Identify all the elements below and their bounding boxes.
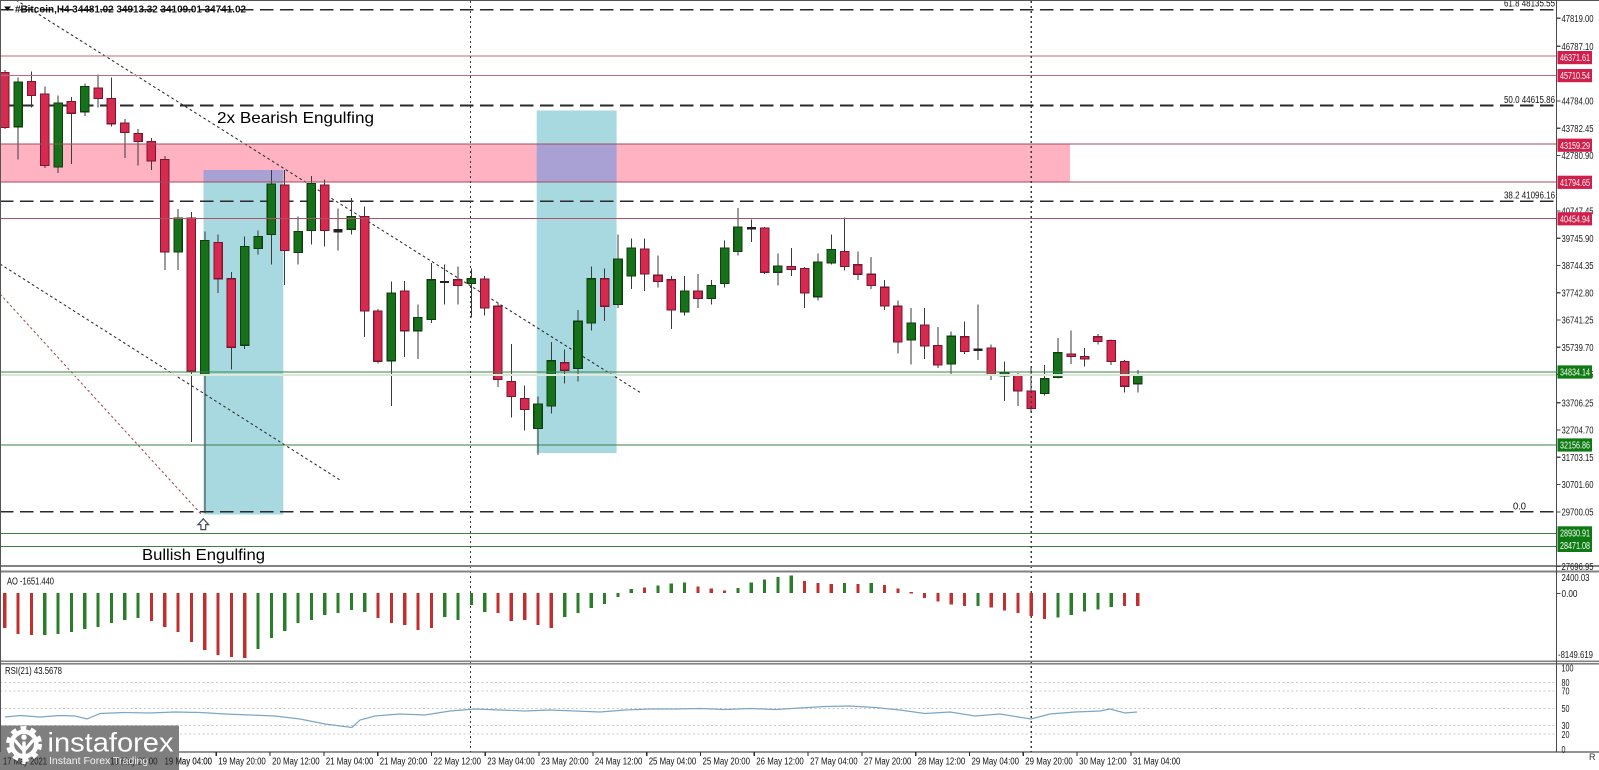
svg-text:38.2 41096.16: 38.2 41096.16 [1504,191,1555,202]
svg-text:35739.70: 35739.70 [1562,343,1594,354]
svg-text:41794.65: 41794.65 [1560,178,1590,189]
svg-text:30: 30 [1562,721,1570,732]
svg-text:47819.00: 47819.00 [1562,14,1594,25]
svg-text:19 May 04:00: 19 May 04:00 [165,757,213,768]
svg-text:27696.95: 27696.95 [1562,562,1594,573]
svg-text:27 May 04:00: 27 May 04:00 [810,757,858,768]
svg-text:34834.14: 34834.14 [1560,368,1590,379]
svg-text:#Bitcoin,H4 34481.02 34913.32: #Bitcoin,H4 34481.02 34913.32 34109.01 3… [15,4,246,16]
svg-text:2400.03: 2400.03 [1562,573,1590,584]
svg-text:23 May 20:00: 23 May 20:00 [541,757,589,768]
svg-text:46787.10: 46787.10 [1562,42,1594,53]
svg-text:0: 0 [1562,745,1566,756]
svg-text:18 May 20:00: 18 May 20:00 [110,757,158,768]
svg-text:0.00: 0.00 [1562,589,1578,600]
svg-text:80: 80 [1562,678,1570,689]
svg-text:28471.08: 28471.08 [1560,541,1590,552]
svg-text:45710.54: 45710.54 [1560,71,1590,82]
svg-text:22 May 12:00: 22 May 12:00 [434,757,482,768]
svg-text:43782.45: 43782.45 [1562,124,1594,135]
svg-text:24 May 12:00: 24 May 12:00 [595,757,643,768]
svg-text:38744.35: 38744.35 [1562,261,1594,272]
svg-text:25 May 04:00: 25 May 04:00 [649,757,697,768]
svg-text:61.8 48135.55: 61.8 48135.55 [1504,0,1555,10]
svg-text:28 May 12:00: 28 May 12:00 [918,757,966,768]
svg-text:30701.60: 30701.60 [1562,480,1594,491]
svg-text:31 May 04:00: 31 May 04:00 [1133,757,1181,768]
svg-text:AO -1651.440: AO -1651.440 [7,577,54,588]
svg-text:70: 70 [1562,687,1570,698]
svg-text:2x Bearish Engulfing: 2x Bearish Engulfing [217,110,374,127]
svg-text:Instant Forex Trading: Instant Forex Trading [49,755,148,767]
svg-text:19 May 04:00: 19 May 04:00 [165,757,213,768]
svg-text:31703.15: 31703.15 [1562,453,1594,464]
svg-text:29 May 20:00: 29 May 20:00 [1025,757,1073,768]
svg-text:27 May 20:00: 27 May 20:00 [864,757,912,768]
svg-text:19 May 20:00: 19 May 20:00 [218,757,266,768]
svg-text:R: R [1589,752,1596,762]
svg-text:RSI(21) 43.5678: RSI(21) 43.5678 [5,666,62,677]
svg-text:20 May 12:00: 20 May 12:00 [272,757,320,768]
svg-text:instaforex: instaforex [48,728,175,758]
svg-text:40454.94: 40454.94 [1560,214,1590,225]
svg-text:42780.90: 42780.90 [1562,151,1594,162]
svg-text:100: 100 [1562,664,1574,675]
svg-text:29 May 04:00: 29 May 04:00 [972,757,1020,768]
svg-text:43159.29: 43159.29 [1560,141,1590,152]
svg-text:33706.25: 33706.25 [1562,398,1594,409]
svg-text:32156.86: 32156.86 [1560,441,1590,452]
svg-text:-8149.619: -8149.619 [1558,650,1593,661]
svg-text:30 May 12:00: 30 May 12:00 [1079,757,1127,768]
svg-text:39745.90: 39745.90 [1562,234,1594,245]
svg-text:44784.00: 44784.00 [1562,97,1594,108]
svg-text:21 May 04:00: 21 May 04:00 [326,757,374,768]
svg-text:28930.91: 28930.91 [1560,529,1590,540]
svg-text:36741.25: 36741.25 [1562,316,1594,327]
svg-text:26 May 12:00: 26 May 12:00 [756,757,804,768]
svg-text:0.0: 0.0 [1513,502,1526,513]
svg-text:Bullish Engulfing: Bullish Engulfing [142,547,265,564]
svg-text:29700.05: 29700.05 [1562,508,1594,519]
svg-text:40747.45: 40747.45 [1562,207,1594,218]
svg-text:37742.80: 37742.80 [1562,288,1594,299]
svg-text:46371.61: 46371.61 [1560,53,1590,64]
svg-text:50: 50 [1562,704,1570,715]
svg-text:23 May 04:00: 23 May 04:00 [487,757,535,768]
svg-text:32704.70: 32704.70 [1562,426,1594,437]
svg-text:20: 20 [1562,730,1570,741]
svg-text:21 May 20:00: 21 May 20:00 [380,757,428,768]
svg-text:50.0 44615.86: 50.0 44615.86 [1504,95,1555,106]
svg-text:25 May 20:00: 25 May 20:00 [703,757,751,768]
